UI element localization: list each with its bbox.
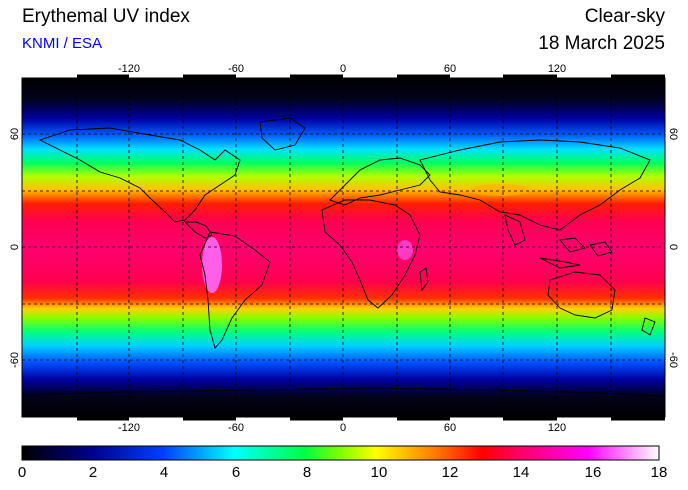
colorbar-label-0: 0 (17, 464, 27, 481)
colorbar-label-16: 16 (584, 464, 602, 481)
lon-tick-bottom-4: 60 (444, 422, 456, 434)
lon-tick-top-3: 0 (340, 63, 346, 75)
source-label: KNMI / ESA (22, 35, 103, 52)
lon-tick-top-1: -120 (118, 63, 140, 75)
lat-tick-left-3: -60 (9, 352, 21, 368)
map-frame (21, 77, 666, 418)
map-title: Erythemal UV index (22, 6, 190, 27)
colorbar-label-14: 14 (512, 464, 530, 481)
lon-tick-top-4: 60 (444, 63, 456, 75)
lon-tick-bottom-5: 120 (548, 422, 566, 434)
colorbar-label-10: 10 (370, 464, 388, 481)
colorbar-label-6: 6 (231, 464, 241, 481)
sky-mode-label: Clear-sky (584, 6, 665, 27)
frame-tick-bars (77, 74, 665, 421)
graticule (22, 78, 665, 417)
colorbar-label-4: 4 (159, 464, 169, 481)
colorbar-label-8: 8 (302, 464, 312, 481)
lat-tick-left-1: 60 (9, 128, 21, 140)
colorbar-label-12: 12 (441, 464, 459, 481)
lon-tick-bottom-2: -60 (228, 422, 244, 434)
lon-tick-top-2: -60 (228, 63, 244, 75)
lat-tick-right-1: 60 (667, 128, 679, 140)
uv-field (22, 78, 665, 417)
colorbar (21, 445, 660, 461)
lat-tick-right-2: 0 (667, 244, 679, 250)
lat-tick-left-2: 0 (9, 244, 21, 250)
colorbar-label-18: 18 (650, 464, 668, 481)
lon-tick-top-5: 120 (548, 63, 566, 75)
colorbar-label-2: 2 (88, 464, 98, 481)
lat-tick-right-3: -60 (667, 352, 679, 368)
lon-tick-bottom-1: -120 (118, 422, 140, 434)
date-label: 18 March 2025 (538, 33, 665, 54)
uv-hotspots (202, 184, 530, 293)
lon-tick-bottom-3: 0 (340, 422, 346, 434)
